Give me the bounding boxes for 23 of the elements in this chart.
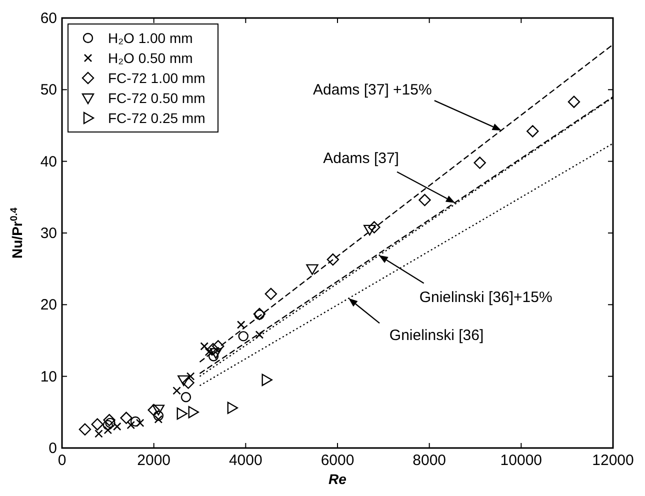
y-tick-label: 0	[48, 440, 57, 457]
y-tick-label: 60	[40, 10, 57, 27]
annotation: Adams [37] +15%	[313, 82, 432, 99]
annotation: Adams [37]	[323, 150, 399, 167]
x-tick-label: 8000	[412, 452, 446, 469]
legend-label: FC-72 1.00 mm	[108, 70, 206, 86]
x-tick-label: 2000	[137, 452, 171, 469]
y-tick-label: 50	[40, 82, 57, 99]
x-tick-label: 10000	[500, 452, 542, 469]
y-tick-label: 40	[40, 153, 57, 170]
y-tick-label: 20	[40, 296, 57, 314]
y-tick-label: 30	[40, 225, 57, 242]
x-tick-label: 6000	[320, 452, 354, 469]
legend-label: FC-72 0.50 mm	[108, 90, 206, 106]
legend-label: FC-72 0.25 mm	[108, 110, 206, 126]
y-tick-label: 10	[40, 368, 57, 386]
x-tick-label: 12000	[592, 452, 634, 469]
x-axis-title: Re	[328, 471, 347, 487]
legend-label: H₂O 1.00 mm	[108, 30, 193, 46]
legend-label: H₂O 0.50 mm	[108, 50, 193, 66]
annotation: Gnielinski [36]+15%	[419, 289, 552, 306]
annotation: Gnielinski [36]	[389, 327, 484, 344]
x-tick-label: 4000	[228, 452, 262, 469]
